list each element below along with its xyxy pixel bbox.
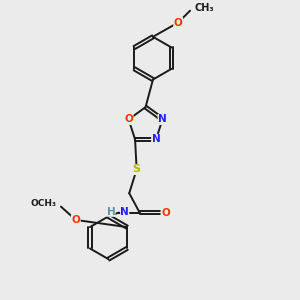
Text: S: S bbox=[133, 164, 141, 175]
Text: N: N bbox=[120, 207, 129, 217]
Text: OCH₃: OCH₃ bbox=[31, 199, 56, 208]
Text: N: N bbox=[152, 134, 160, 144]
Text: CH₃: CH₃ bbox=[194, 3, 214, 13]
Text: O: O bbox=[174, 17, 183, 28]
Text: H: H bbox=[106, 207, 115, 217]
Text: N: N bbox=[158, 115, 167, 124]
Text: O: O bbox=[124, 115, 133, 124]
Text: O: O bbox=[71, 215, 80, 225]
Text: O: O bbox=[161, 208, 170, 218]
